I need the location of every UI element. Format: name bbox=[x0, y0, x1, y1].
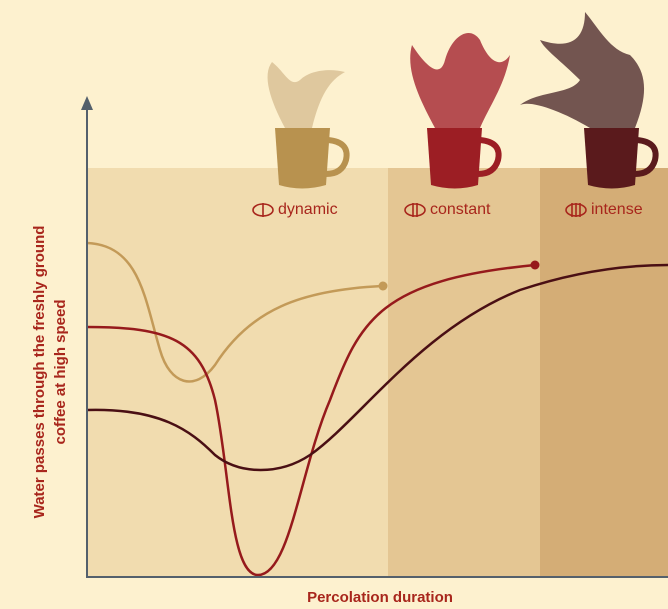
zone-intense bbox=[540, 168, 668, 577]
zone-dynamic bbox=[87, 168, 388, 577]
x-axis-label: Percolation duration bbox=[307, 589, 453, 606]
zone-label: intense bbox=[591, 201, 643, 218]
zone-constant bbox=[388, 168, 540, 577]
y-axis-label-line: Water passes through the freshly ground bbox=[31, 226, 48, 519]
curve-end bbox=[531, 261, 540, 270]
diagram: dynamic constant intense Percolation dur… bbox=[0, 0, 668, 609]
y-axis-label-line: coffee at high speed bbox=[52, 299, 69, 444]
zone-label: constant bbox=[430, 201, 491, 218]
page: {"zones": [{"label": "dynamic"}, {"label… bbox=[0, 0, 668, 609]
zone-label: dynamic bbox=[278, 201, 338, 218]
curve-end bbox=[379, 282, 388, 291]
